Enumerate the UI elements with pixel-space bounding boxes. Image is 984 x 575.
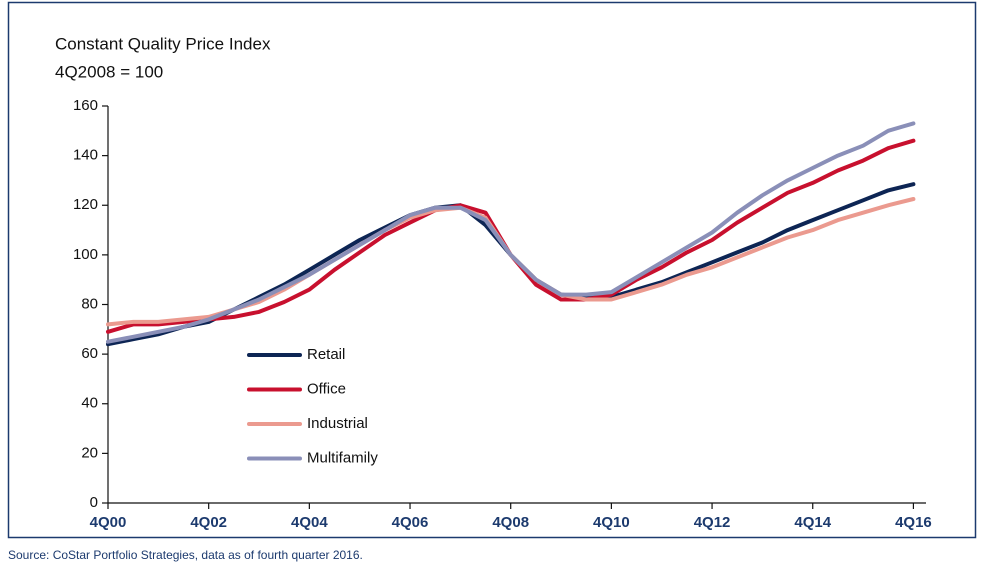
x-tick-label: 4Q02 — [190, 514, 227, 531]
legend-label: Retail — [307, 346, 345, 363]
chart-title: Constant Quality Price Index — [55, 34, 271, 53]
x-tick-label: 4Q08 — [492, 514, 529, 531]
legend-label: Industrial — [307, 415, 368, 432]
series-line — [106, 197, 916, 327]
series-line — [106, 182, 916, 347]
x-tick-label: 4Q00 — [90, 514, 127, 531]
y-tick-label: 140 — [73, 147, 98, 164]
x-tick-label: 4Q16 — [895, 514, 932, 531]
y-tick-label: 100 — [73, 246, 98, 263]
y-tick-label: 160 — [73, 97, 98, 114]
y-tick-label: 120 — [73, 196, 98, 213]
series-line — [106, 121, 916, 344]
y-tick-label: 0 — [90, 494, 98, 511]
frame — [7, 1, 977, 539]
y-tick-label: 20 — [81, 444, 98, 461]
legend-label: Multifamily — [307, 449, 378, 466]
x-tick-label: 4Q04 — [291, 514, 328, 531]
x-tick-label: 4Q12 — [694, 514, 731, 531]
x-tick-label: 4Q14 — [794, 514, 831, 531]
y-tick-label: 60 — [81, 345, 98, 362]
x-tick-label: 4Q10 — [593, 514, 630, 531]
source-note: Source: CoStar Portfolio Strategies, dat… — [8, 548, 363, 562]
legend-label: Office — [307, 380, 346, 397]
chart-subtitle: 4Q2008 = 100 — [55, 62, 163, 81]
y-tick-label: 40 — [81, 395, 98, 412]
y-tick-label: 80 — [81, 295, 98, 312]
x-tick-label: 4Q06 — [392, 514, 429, 531]
